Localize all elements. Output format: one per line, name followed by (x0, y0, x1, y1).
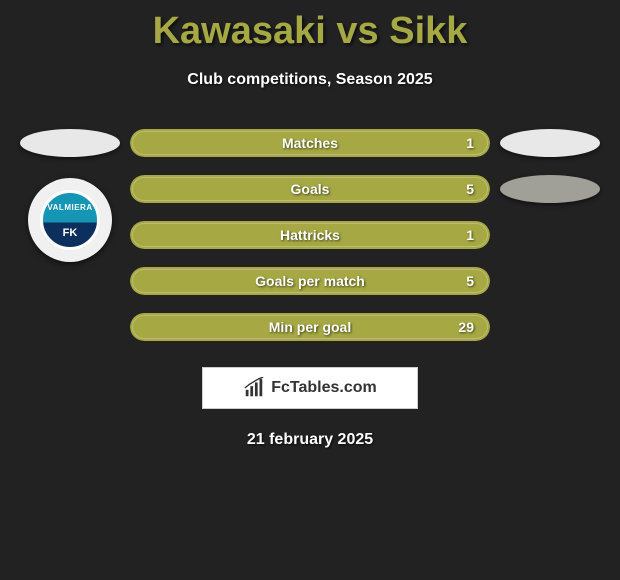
stat-bar: Hattricks 1 (130, 221, 490, 249)
stat-value: 1 (466, 135, 474, 151)
stat-value: 29 (458, 319, 474, 335)
badge-name: VALMIERA (47, 203, 92, 212)
brand-box[interactable]: FcTables.com (202, 367, 418, 409)
stat-value: 5 (466, 273, 474, 289)
stat-bar: Goals per match 5 (130, 267, 490, 295)
stat-value: 1 (466, 227, 474, 243)
brand-text: FcTables.com (271, 379, 377, 397)
stat-label: Goals per match (255, 273, 365, 289)
stat-label: Hattricks (280, 227, 340, 243)
stat-row: Min per goal 29 (0, 313, 620, 341)
side-ellipse-right (500, 175, 600, 203)
side-ellipse-right (500, 129, 600, 157)
stat-label: Matches (282, 135, 338, 151)
page-subtitle: Club competitions, Season 2025 (0, 71, 620, 89)
stat-label: Min per goal (269, 319, 351, 335)
stat-label: Goals (291, 181, 330, 197)
stat-row: Goals per match 5 (0, 267, 620, 295)
badge-shield: VALMIERA FK (40, 190, 100, 250)
side-ellipse-left (20, 129, 120, 157)
chart-icon (243, 377, 265, 399)
stat-bar: Goals 5 (130, 175, 490, 203)
badge-sub: FK (63, 227, 78, 239)
date-text: 21 february 2025 (0, 431, 620, 449)
stat-bar: Min per goal 29 (130, 313, 490, 341)
stat-bar: Matches 1 (130, 129, 490, 157)
stat-value: 5 (466, 181, 474, 197)
stat-row: Matches 1 (0, 129, 620, 157)
badge-inner: VALMIERA FK (34, 184, 106, 256)
page-title: Kawasaki vs Sikk (0, 0, 620, 53)
team-badge-left: VALMIERA FK (28, 178, 112, 262)
